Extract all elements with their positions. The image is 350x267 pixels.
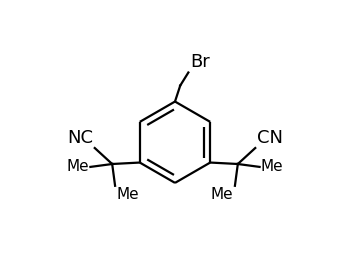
Text: NC: NC [67, 129, 93, 147]
Text: CN: CN [257, 129, 283, 147]
Text: Me: Me [67, 159, 90, 174]
Text: Me: Me [260, 159, 283, 174]
Text: Me: Me [211, 187, 233, 202]
Text: Me: Me [117, 187, 139, 202]
Text: Br: Br [190, 53, 210, 71]
